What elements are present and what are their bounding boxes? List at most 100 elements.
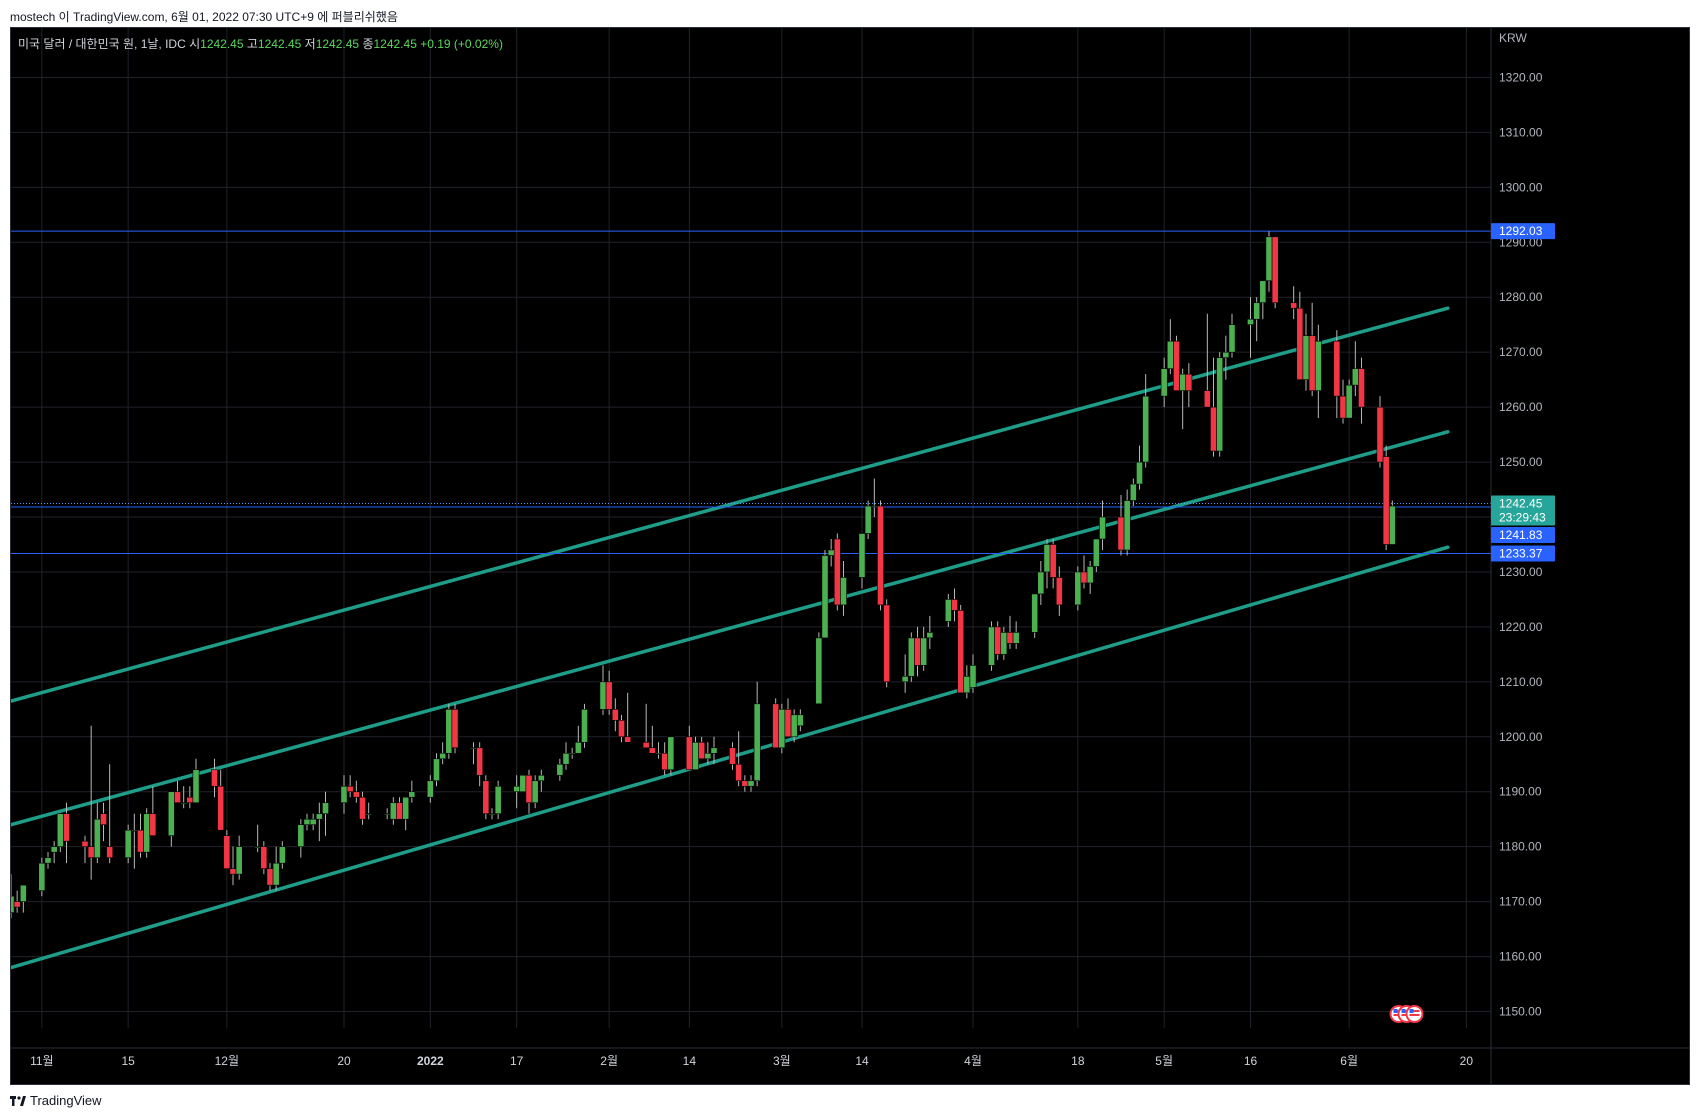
candle — [772, 698, 780, 749]
candle-body — [1333, 340, 1341, 397]
candle-body — [106, 846, 114, 858]
candle — [229, 846, 237, 886]
candle — [519, 774, 527, 793]
candle-body — [877, 505, 884, 606]
candle-body — [1345, 384, 1353, 419]
candle — [1302, 313, 1310, 391]
candle-body — [1376, 406, 1384, 463]
candle-body — [352, 791, 360, 798]
candle — [1253, 297, 1261, 342]
candle-body — [1339, 395, 1347, 419]
candle-body — [827, 549, 835, 556]
candle — [223, 830, 231, 869]
candle-body — [1247, 318, 1254, 326]
candle-body — [914, 637, 921, 666]
candle — [106, 764, 114, 864]
middle-channel-line[interactable] — [11, 430, 1450, 827]
candle-body — [433, 758, 440, 782]
candle-body — [778, 709, 786, 749]
candle — [186, 786, 194, 809]
candle — [352, 780, 360, 803]
candle-body — [1117, 516, 1125, 551]
support-line-1-badge-shifted-text: 1241.83 — [1499, 528, 1543, 542]
candle-body — [901, 676, 909, 683]
candle-body — [1080, 571, 1088, 584]
last-price-badge-countdown: 23:29:43 — [1499, 511, 1546, 525]
grid — [11, 28, 1491, 1028]
candle — [1080, 555, 1088, 589]
date-tick-label: 20 — [337, 1054, 351, 1068]
candle — [1123, 489, 1131, 556]
candle — [1228, 313, 1236, 358]
candle-body — [1031, 593, 1039, 633]
tradingview-logo[interactable]: TradingView — [10, 1093, 102, 1108]
candle — [365, 802, 373, 820]
candle-body — [710, 747, 718, 754]
candle-body — [784, 709, 792, 738]
candle-body — [1074, 571, 1082, 606]
candle-body — [1012, 632, 1020, 644]
upper-channel-line[interactable] — [11, 306, 1450, 703]
candle — [568, 747, 576, 759]
candle-body — [340, 785, 348, 804]
candle-body — [81, 840, 89, 847]
candle — [667, 736, 675, 776]
chart-frame[interactable]: 1150.00 1160.00 1170.00 1180.00 1190.00 1200.… — [10, 27, 1690, 1085]
time-axis[interactable]: 11월 15 12월 20 2022 17 2월 14 3월 14 4월 18 5월 16 6월 20 — [11, 1047, 1689, 1068]
symbol-legend[interactable]: 미국 달러 / 대한민국 원, 1날, IDC 시1242.45 고1242.4… — [18, 35, 503, 52]
candle — [1185, 363, 1193, 408]
candle — [19, 884, 27, 913]
tradingview-logo-icon — [10, 1095, 26, 1106]
candle-body — [821, 555, 829, 639]
candle-body — [1302, 335, 1310, 380]
candle — [180, 786, 188, 809]
candle — [1376, 396, 1384, 468]
candle-body — [19, 884, 27, 902]
support-line-1-badge-shifted — [1491, 526, 1555, 543]
candle — [396, 797, 403, 820]
event-markers[interactable] — [1389, 1005, 1424, 1023]
candle-body — [229, 868, 237, 875]
candle — [1382, 445, 1390, 550]
price-tick-label: 1190.00 — [1499, 785, 1542, 799]
candle-body — [217, 785, 225, 831]
candle — [272, 846, 280, 891]
candle-body — [297, 824, 305, 847]
flag-stripe — [1409, 1010, 1420, 1012]
candle — [821, 549, 829, 639]
candle-body — [611, 709, 619, 721]
candle-body — [907, 637, 915, 677]
us-flag-icon[interactable] — [1405, 1005, 1424, 1023]
date-tick-label: 14 — [855, 1054, 869, 1068]
candle-body — [143, 813, 151, 853]
candle-body — [568, 752, 576, 755]
candle-body — [1043, 544, 1051, 573]
candle-body — [1173, 340, 1180, 391]
candle — [513, 775, 521, 809]
candle — [599, 665, 607, 715]
candle-body — [920, 637, 928, 666]
candle — [969, 654, 977, 693]
candle-body — [963, 676, 971, 694]
candle-body — [130, 829, 138, 832]
date-tick-label: 12월 — [215, 1054, 239, 1068]
candle-body — [303, 818, 311, 826]
candle-body — [1358, 368, 1365, 408]
date-tick-label: 2022 — [417, 1054, 444, 1068]
candle-body — [63, 813, 70, 842]
horizontal-lines[interactable] — [11, 230, 1491, 554]
candlestick-chart[interactable]: 1150.00 1160.00 1170.00 1180.00 1190.00 1200.… — [11, 28, 1689, 1084]
candle — [309, 813, 317, 831]
candle — [130, 813, 138, 869]
price-tick-label: 1170.00 — [1499, 895, 1542, 909]
candle-body — [858, 533, 866, 578]
candle-body — [470, 747, 477, 750]
candle — [864, 500, 872, 539]
candle-body — [525, 774, 533, 804]
candle-body — [1142, 395, 1150, 463]
candle-body — [192, 769, 200, 804]
candle — [692, 736, 699, 771]
candle-body — [815, 637, 823, 705]
price-badges: 1292.031241.831233.371242.4523:29:431241… — [1491, 223, 1555, 562]
candle — [1351, 341, 1359, 397]
